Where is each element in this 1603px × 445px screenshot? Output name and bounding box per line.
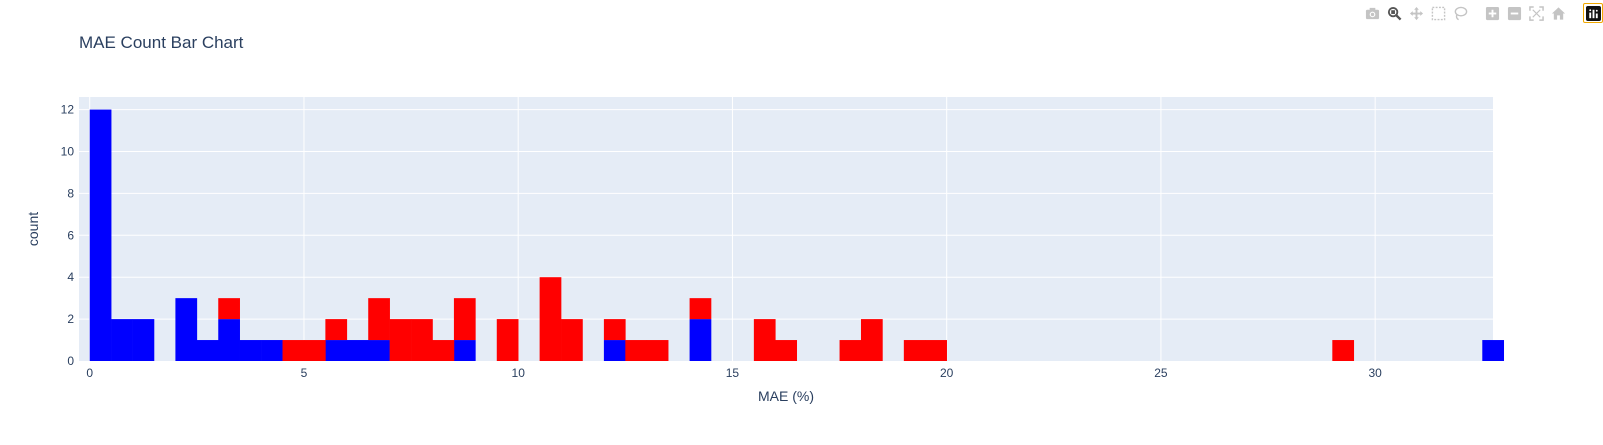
modebar (1361, 2, 1603, 24)
bar (325, 319, 348, 341)
grid-lines (79, 97, 1493, 361)
x-axis-label: MAE (%) (758, 388, 814, 404)
y-tick-label: 6 (67, 228, 74, 242)
zoom-out-icon (1507, 6, 1521, 20)
bar (625, 340, 648, 361)
y-tick-label: 8 (67, 186, 74, 200)
zoom-in-button[interactable] (1481, 2, 1503, 24)
y-tick-label: 12 (61, 103, 75, 117)
bar (111, 319, 133, 361)
x-tick-label: 20 (940, 366, 954, 380)
bar (925, 340, 947, 361)
zoom-in-icon (1485, 6, 1499, 20)
bar (368, 340, 390, 361)
bar (432, 340, 455, 361)
bar (261, 340, 283, 361)
bar (839, 340, 862, 361)
y-tick-label: 0 (67, 354, 74, 368)
bar (496, 319, 519, 361)
lasso-select-icon (1454, 6, 1467, 20)
x-tick-label: 25 (1154, 366, 1168, 380)
lasso-select-button[interactable] (1449, 2, 1471, 24)
bar (346, 340, 369, 361)
x-axis-ticks: 0 5 10 15 20 25 30 (86, 366, 1382, 380)
bar (303, 340, 326, 361)
pan-button[interactable] (1405, 2, 1427, 24)
x-tick-label: 0 (86, 366, 93, 380)
plotly-logo-icon (1585, 5, 1601, 21)
pan-icon (1409, 6, 1423, 20)
y-axis-label: count (25, 212, 41, 246)
y-tick-label: 10 (61, 144, 75, 158)
bar (282, 340, 305, 361)
x-tick-label: 30 (1368, 366, 1382, 380)
bar (539, 277, 562, 361)
zoom-button[interactable] (1383, 2, 1405, 24)
autoscale-icon (1528, 5, 1544, 21)
x-tick-label: 10 (512, 366, 526, 380)
bar (603, 319, 626, 341)
autoscale-button[interactable] (1525, 2, 1547, 24)
camera-button[interactable] (1361, 2, 1383, 24)
y-tick-label: 4 (67, 270, 74, 284)
reset-axes-icon (1551, 6, 1565, 20)
plot-area (79, 97, 1493, 361)
bars (89, 109, 1505, 361)
bar (603, 340, 626, 361)
bar (368, 298, 390, 341)
bar (1482, 340, 1505, 361)
bar (860, 319, 883, 361)
bar (561, 319, 583, 361)
bar (689, 319, 712, 361)
bar (775, 340, 798, 361)
zoom-icon (1387, 6, 1401, 20)
bar (132, 319, 155, 361)
y-axis-ticks: 0 2 4 6 8 10 12 (61, 103, 75, 368)
bar (753, 319, 776, 361)
bar (453, 298, 476, 341)
chart-title: MAE Count Bar Chart (79, 33, 244, 52)
zoom-out-button[interactable] (1503, 2, 1525, 24)
bar (89, 109, 112, 361)
bar (689, 298, 712, 320)
bar (646, 340, 669, 361)
camera-icon (1365, 7, 1379, 19)
y-tick-label: 2 (67, 312, 74, 326)
box-select-button[interactable] (1427, 2, 1449, 24)
bar (175, 298, 198, 361)
reset-axes-button[interactable] (1547, 2, 1569, 24)
x-tick-label: 5 (301, 366, 308, 380)
x-tick-label: 15 (726, 366, 740, 380)
bar (389, 319, 412, 361)
bar (325, 340, 348, 361)
box-select-icon (1431, 6, 1445, 20)
bar (218, 319, 240, 361)
bar (411, 319, 433, 361)
bar (453, 340, 476, 361)
bar (239, 340, 262, 361)
bar (196, 340, 219, 361)
bar (903, 340, 926, 361)
bar (1332, 340, 1355, 361)
bar (218, 298, 240, 320)
